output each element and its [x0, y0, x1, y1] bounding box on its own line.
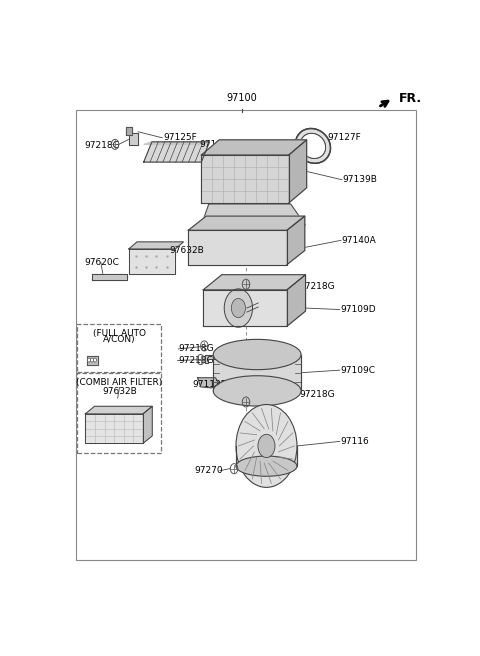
Polygon shape [202, 155, 289, 203]
Text: 97632B: 97632B [170, 246, 204, 255]
Text: FR.: FR. [398, 92, 421, 106]
Polygon shape [129, 133, 138, 146]
Text: 97218G: 97218G [300, 390, 335, 400]
Text: 97140A: 97140A [342, 236, 376, 245]
Polygon shape [202, 204, 305, 225]
Text: 97270: 97270 [195, 466, 223, 475]
Circle shape [231, 298, 245, 318]
Polygon shape [188, 216, 305, 230]
Ellipse shape [213, 376, 301, 406]
Text: 97218G: 97218G [300, 282, 335, 291]
Text: 97127F: 97127F [328, 133, 361, 142]
Circle shape [94, 358, 96, 362]
Polygon shape [203, 290, 287, 326]
Text: 97109C: 97109C [340, 365, 375, 375]
Polygon shape [87, 356, 98, 365]
Text: (COMBI AIR FILTER): (COMBI AIR FILTER) [76, 379, 163, 387]
FancyBboxPatch shape [77, 373, 161, 453]
Polygon shape [144, 142, 210, 162]
Text: 97620C: 97620C [84, 258, 119, 267]
Polygon shape [236, 449, 297, 466]
Polygon shape [202, 140, 307, 155]
Circle shape [236, 405, 297, 487]
Circle shape [258, 434, 275, 457]
Ellipse shape [213, 339, 301, 370]
Polygon shape [129, 242, 183, 249]
Text: 97105C: 97105C [200, 140, 235, 150]
Text: 97100: 97100 [226, 93, 257, 104]
Circle shape [87, 358, 91, 362]
Polygon shape [287, 216, 305, 264]
Circle shape [91, 358, 94, 362]
Ellipse shape [300, 133, 325, 159]
Polygon shape [92, 274, 127, 280]
Text: 97125F: 97125F [163, 133, 197, 142]
Text: 97113B: 97113B [192, 380, 227, 389]
Bar [76, 110, 416, 560]
Text: 97176E: 97176E [100, 356, 134, 365]
Polygon shape [143, 406, 152, 443]
Polygon shape [213, 354, 301, 391]
Circle shape [224, 289, 252, 327]
FancyBboxPatch shape [77, 323, 161, 372]
Polygon shape [129, 249, 175, 274]
Polygon shape [126, 127, 132, 134]
Text: (FULL AUTO: (FULL AUTO [93, 329, 146, 338]
Polygon shape [203, 275, 305, 290]
Text: 97218G: 97218G [179, 344, 214, 354]
Ellipse shape [236, 456, 297, 476]
Text: A/CON): A/CON) [103, 335, 136, 344]
Text: 97139B: 97139B [343, 175, 378, 184]
Text: 97218G: 97218G [84, 142, 120, 150]
Text: 97632B: 97632B [102, 387, 137, 396]
Polygon shape [188, 230, 287, 264]
Polygon shape [85, 414, 143, 443]
Ellipse shape [295, 129, 331, 163]
Polygon shape [198, 378, 219, 388]
Text: 97218G: 97218G [179, 356, 214, 365]
Polygon shape [205, 355, 216, 363]
Text: 97109D: 97109D [340, 305, 376, 314]
Polygon shape [144, 142, 210, 144]
Polygon shape [85, 406, 152, 414]
Polygon shape [289, 140, 307, 203]
Polygon shape [287, 275, 305, 326]
Text: 97116: 97116 [340, 437, 369, 446]
